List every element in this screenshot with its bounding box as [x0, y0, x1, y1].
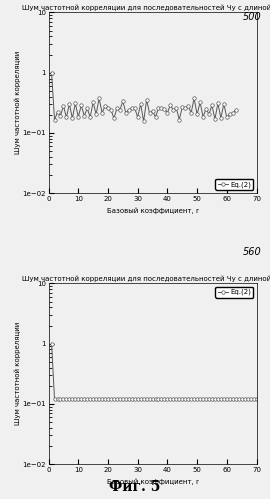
Eq.(2) [142, 118, 145, 124]
Eq.(2) [115, 396, 119, 402]
X-axis label: Базовый коэффициент, r: Базовый коэффициент, r [107, 479, 198, 485]
Line: Eq.(2): Eq.(2) [50, 71, 237, 123]
Eq.(2) [106, 105, 110, 111]
Eq.(2) [166, 396, 169, 402]
Eq.(2) [228, 396, 231, 402]
Eq.(2) [225, 396, 228, 402]
Eq.(2) [181, 104, 184, 110]
Eq.(2) [234, 107, 237, 113]
Eq.(2) [136, 114, 139, 120]
Text: 500: 500 [243, 12, 262, 22]
Y-axis label: Шум частотной корреляции: Шум частотной корреляции [14, 51, 21, 154]
Legend: Eq.(2): Eq.(2) [215, 179, 253, 190]
Eq.(2) [231, 110, 234, 116]
Title: Шум частотной корреляции для последовательностей Чу с длиной 71: Шум частотной корреляции для последовате… [22, 275, 270, 281]
Eq.(2) [145, 97, 148, 103]
Title: Шум частотной корреляции для последовательностей Чу с длиной 64: Шум частотной корреляции для последовате… [22, 4, 270, 10]
Eq.(2) [255, 396, 258, 402]
Eq.(2) [80, 396, 83, 402]
Eq.(2) [100, 110, 104, 116]
Eq.(2) [50, 341, 53, 347]
Legend: Eq.(2): Eq.(2) [215, 287, 253, 297]
Line: Eq.(2): Eq.(2) [50, 342, 258, 401]
Text: Фиг. 5: Фиг. 5 [109, 480, 161, 494]
Y-axis label: Шум частотной корреляции: Шум частотной корреляции [14, 322, 21, 425]
X-axis label: Базовый коэффициент, r: Базовый коэффициент, r [107, 208, 198, 214]
Eq.(2) [50, 70, 53, 76]
Eq.(2) [100, 396, 104, 402]
Text: 560: 560 [243, 247, 262, 257]
Eq.(2) [53, 396, 56, 402]
